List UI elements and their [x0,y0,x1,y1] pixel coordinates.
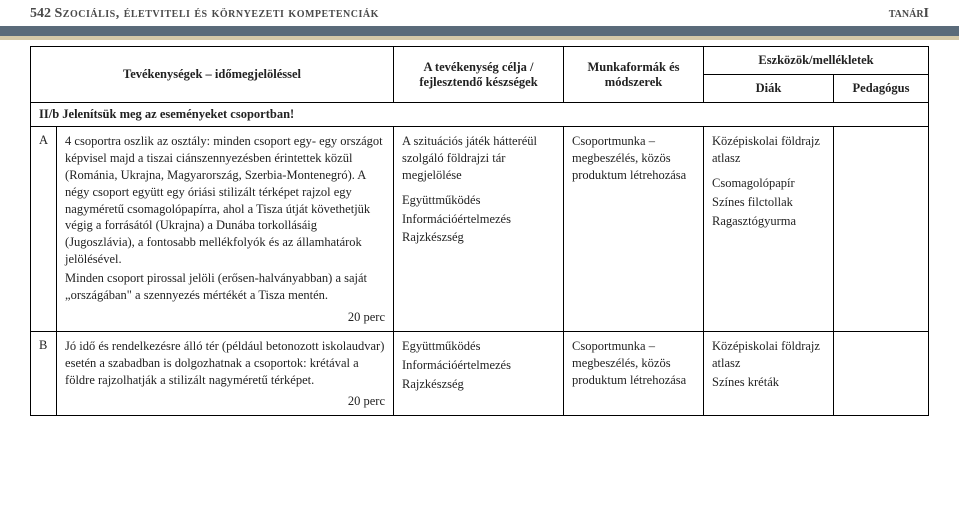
th-tools: Eszközök/mellékletek [704,47,929,75]
tool-text: Színes kréták [712,374,825,391]
header-left-title: Szociális, életviteli és környezeti komp… [55,6,379,21]
goal-text: A szituációs játék hátteréül szolgáló fö… [402,133,555,184]
th-teacher: Pedagógus [834,75,929,103]
header-right-title: tanárI [889,6,929,22]
th-goal: A tevékenység célja / fejlesztendő készs… [394,47,564,103]
th-student: Diák [704,75,834,103]
tool-text: Ragasztógyurma [712,213,825,230]
section-row: II/b Jelenítsük meg az eseményeket csopo… [31,103,929,127]
row-letter: B [31,331,57,416]
tool-text: Csomagolópapír [712,175,825,192]
cell-work: Csoportmunka – megbeszélés, közös produk… [564,127,704,332]
row-letter: A [31,127,57,332]
time-note: 20 perc [65,306,385,325]
sub-bar [0,36,959,40]
page-header: 542 Szociális, életviteli és környezeti … [0,0,959,26]
table-header-row: Tevékenységek – időmegjelöléssel A tevék… [31,47,929,75]
th-activities: Tevékenységek – időmegjelöléssel [31,47,394,103]
tool-text: Középiskolai földrajz atlasz [712,338,825,372]
cell-activity: 4 csoportra oszlik az osztály: minden cs… [57,127,394,332]
header-left: 542 Szociális, életviteli és környezeti … [30,6,379,22]
table-row: B Jó idő és rendelkezésre álló tér (péld… [31,331,929,416]
page-number: 542 [30,6,51,21]
cell-tools-teacher [834,331,929,416]
cell-goal: Együttműködés Információértelmezés Rajzk… [394,331,564,416]
goal-text: Együttműködés [402,338,555,355]
cell-goal: A szituációs játék hátteréül szolgáló fö… [394,127,564,332]
goal-text: Információértelmezés [402,211,555,228]
work-text: Csoportmunka – megbeszélés, közös produk… [572,338,695,389]
activity-text: Jó idő és rendelkezésre álló tér (példáu… [65,338,385,389]
cell-work: Csoportmunka – megbeszélés, közös produk… [564,331,704,416]
time-note: 20 perc [65,390,385,409]
th-work: Munkaformák és módszerek [564,47,704,103]
table-row: A 4 csoportra oszlik az osztály: minden … [31,127,929,332]
tool-text: Színes filctollak [712,194,825,211]
goal-text: Információértelmezés [402,357,555,374]
activity-text: 4 csoportra oszlik az osztály: minden cs… [65,133,385,268]
cell-tools-student: Középiskolai földrajz atlasz Csomagolópa… [704,127,834,332]
tool-text: Középiskolai földrajz atlasz [712,133,825,167]
cell-tools-student: Középiskolai földrajz atlasz Színes krét… [704,331,834,416]
goal-text: Együttműködés [402,192,555,209]
section-label: II/b Jelenítsük meg az eseményeket csopo… [31,103,929,127]
cell-activity: Jó idő és rendelkezésre álló tér (példáu… [57,331,394,416]
header-bar [0,26,959,36]
work-text: Csoportmunka – megbeszélés, közös produk… [572,133,695,184]
cell-tools-teacher [834,127,929,332]
goal-text: Rajzkészség [402,376,555,393]
content-area: Tevékenységek – időmegjelöléssel A tevék… [0,46,959,416]
activity-text: Minden csoport pirossal jelöli (erősen-h… [65,270,385,304]
main-table: Tevékenységek – időmegjelöléssel A tevék… [30,46,929,416]
goal-text: Rajzkészség [402,229,555,246]
